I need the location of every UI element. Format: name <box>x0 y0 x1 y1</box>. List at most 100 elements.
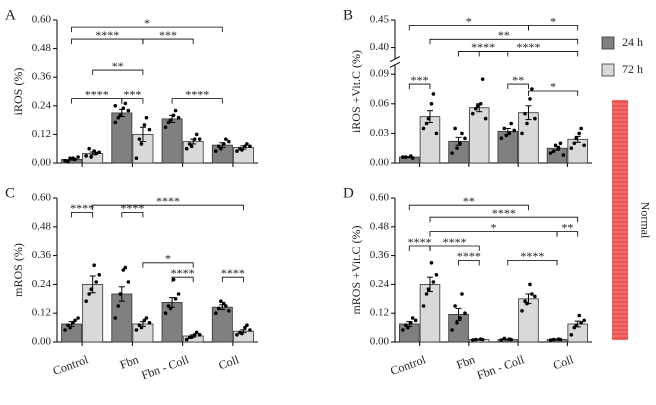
data-point <box>66 323 70 328</box>
data-point <box>453 126 457 131</box>
data-point <box>144 115 149 120</box>
data-point <box>227 139 231 144</box>
data-point <box>219 146 223 151</box>
bracket <box>429 216 579 223</box>
data-point <box>426 116 431 121</box>
data-point <box>579 126 583 131</box>
bracket <box>71 26 223 33</box>
data-point <box>192 333 197 337</box>
data-point <box>248 144 252 149</box>
bar <box>419 116 441 164</box>
significance-label: **** <box>85 87 109 101</box>
data-point <box>509 121 514 126</box>
y-tick-label: 0.24 <box>32 278 52 290</box>
data-point <box>197 137 202 141</box>
y-tick-label: 0.48 <box>370 220 390 232</box>
data-point <box>434 273 439 277</box>
bracket <box>507 260 558 266</box>
data-point <box>473 106 478 111</box>
data-point <box>404 155 408 159</box>
data-point <box>139 325 144 330</box>
data-point <box>84 299 88 304</box>
significance-label: ** <box>112 59 124 73</box>
data-point <box>431 280 436 284</box>
y-tick-label: 0.00 <box>370 336 390 348</box>
bracket <box>429 38 579 45</box>
data-point <box>525 301 529 306</box>
data-point <box>189 144 194 149</box>
data-point <box>413 318 418 323</box>
data-point <box>429 261 434 265</box>
bracket <box>221 276 244 283</box>
data-point <box>533 294 537 299</box>
data-point <box>533 116 537 121</box>
data-point <box>87 146 91 151</box>
data-point <box>431 92 436 96</box>
data-point <box>92 263 96 268</box>
data-point <box>551 337 556 342</box>
y-axis-label: mROS +Vit.C (%) <box>349 225 363 314</box>
data-point <box>424 121 429 126</box>
data-point <box>94 151 99 156</box>
bracket <box>142 262 194 268</box>
data-point <box>113 120 118 125</box>
data-point <box>92 149 96 153</box>
data-point <box>401 328 405 332</box>
y-tick-label: 0.60 <box>32 14 52 26</box>
bar <box>468 107 490 164</box>
data-point <box>219 299 223 304</box>
data-point <box>243 325 247 330</box>
data-point <box>523 111 527 116</box>
data-point <box>556 146 561 150</box>
x-tick-label: Fbn <box>118 352 140 372</box>
data-point <box>235 333 239 337</box>
axis-break <box>389 56 401 63</box>
data-point <box>480 337 485 342</box>
data-point <box>76 155 80 159</box>
data-point <box>68 156 72 161</box>
data-point <box>429 101 434 106</box>
data-point <box>470 338 475 342</box>
data-point <box>512 128 517 133</box>
significance-label: **** <box>443 235 467 249</box>
data-point <box>171 113 176 118</box>
data-point <box>455 321 459 325</box>
data-point <box>421 126 426 131</box>
data-point <box>137 323 142 328</box>
data-point <box>235 149 239 153</box>
data-point <box>187 142 192 146</box>
y-tick-label: 0.36 <box>32 249 52 261</box>
y-tick-label: 0.03 <box>370 127 390 139</box>
data-point <box>213 149 218 153</box>
panel-label: A <box>5 7 16 23</box>
significance-label: **** <box>120 201 144 215</box>
bar <box>567 138 588 164</box>
y-tick-label: 0.60 <box>370 192 390 204</box>
data-point <box>410 316 415 320</box>
data-point <box>224 137 228 141</box>
y-tick-label: 0.24 <box>32 99 52 111</box>
significance-label: ** <box>498 28 510 42</box>
data-point <box>561 153 566 157</box>
bracket <box>171 98 223 104</box>
data-point <box>528 282 532 287</box>
data-point <box>553 143 558 148</box>
y-tick-label: 0.09 <box>370 68 390 80</box>
data-point <box>582 318 586 323</box>
data-point <box>89 155 93 159</box>
data-point <box>572 325 577 330</box>
data-point <box>113 316 118 320</box>
significance-label: * <box>550 80 556 94</box>
data-point <box>434 131 439 136</box>
data-point <box>507 131 512 136</box>
y-tick-label: 0.45 <box>370 14 390 26</box>
significance-label: * <box>466 14 472 28</box>
significance-label: * <box>165 252 171 266</box>
y-tick-label: 0.48 <box>32 220 52 232</box>
data-point <box>410 156 415 160</box>
data-point <box>63 158 67 163</box>
x-tick-label: Coll <box>551 352 576 372</box>
data-point <box>460 292 464 296</box>
data-point <box>171 277 176 282</box>
